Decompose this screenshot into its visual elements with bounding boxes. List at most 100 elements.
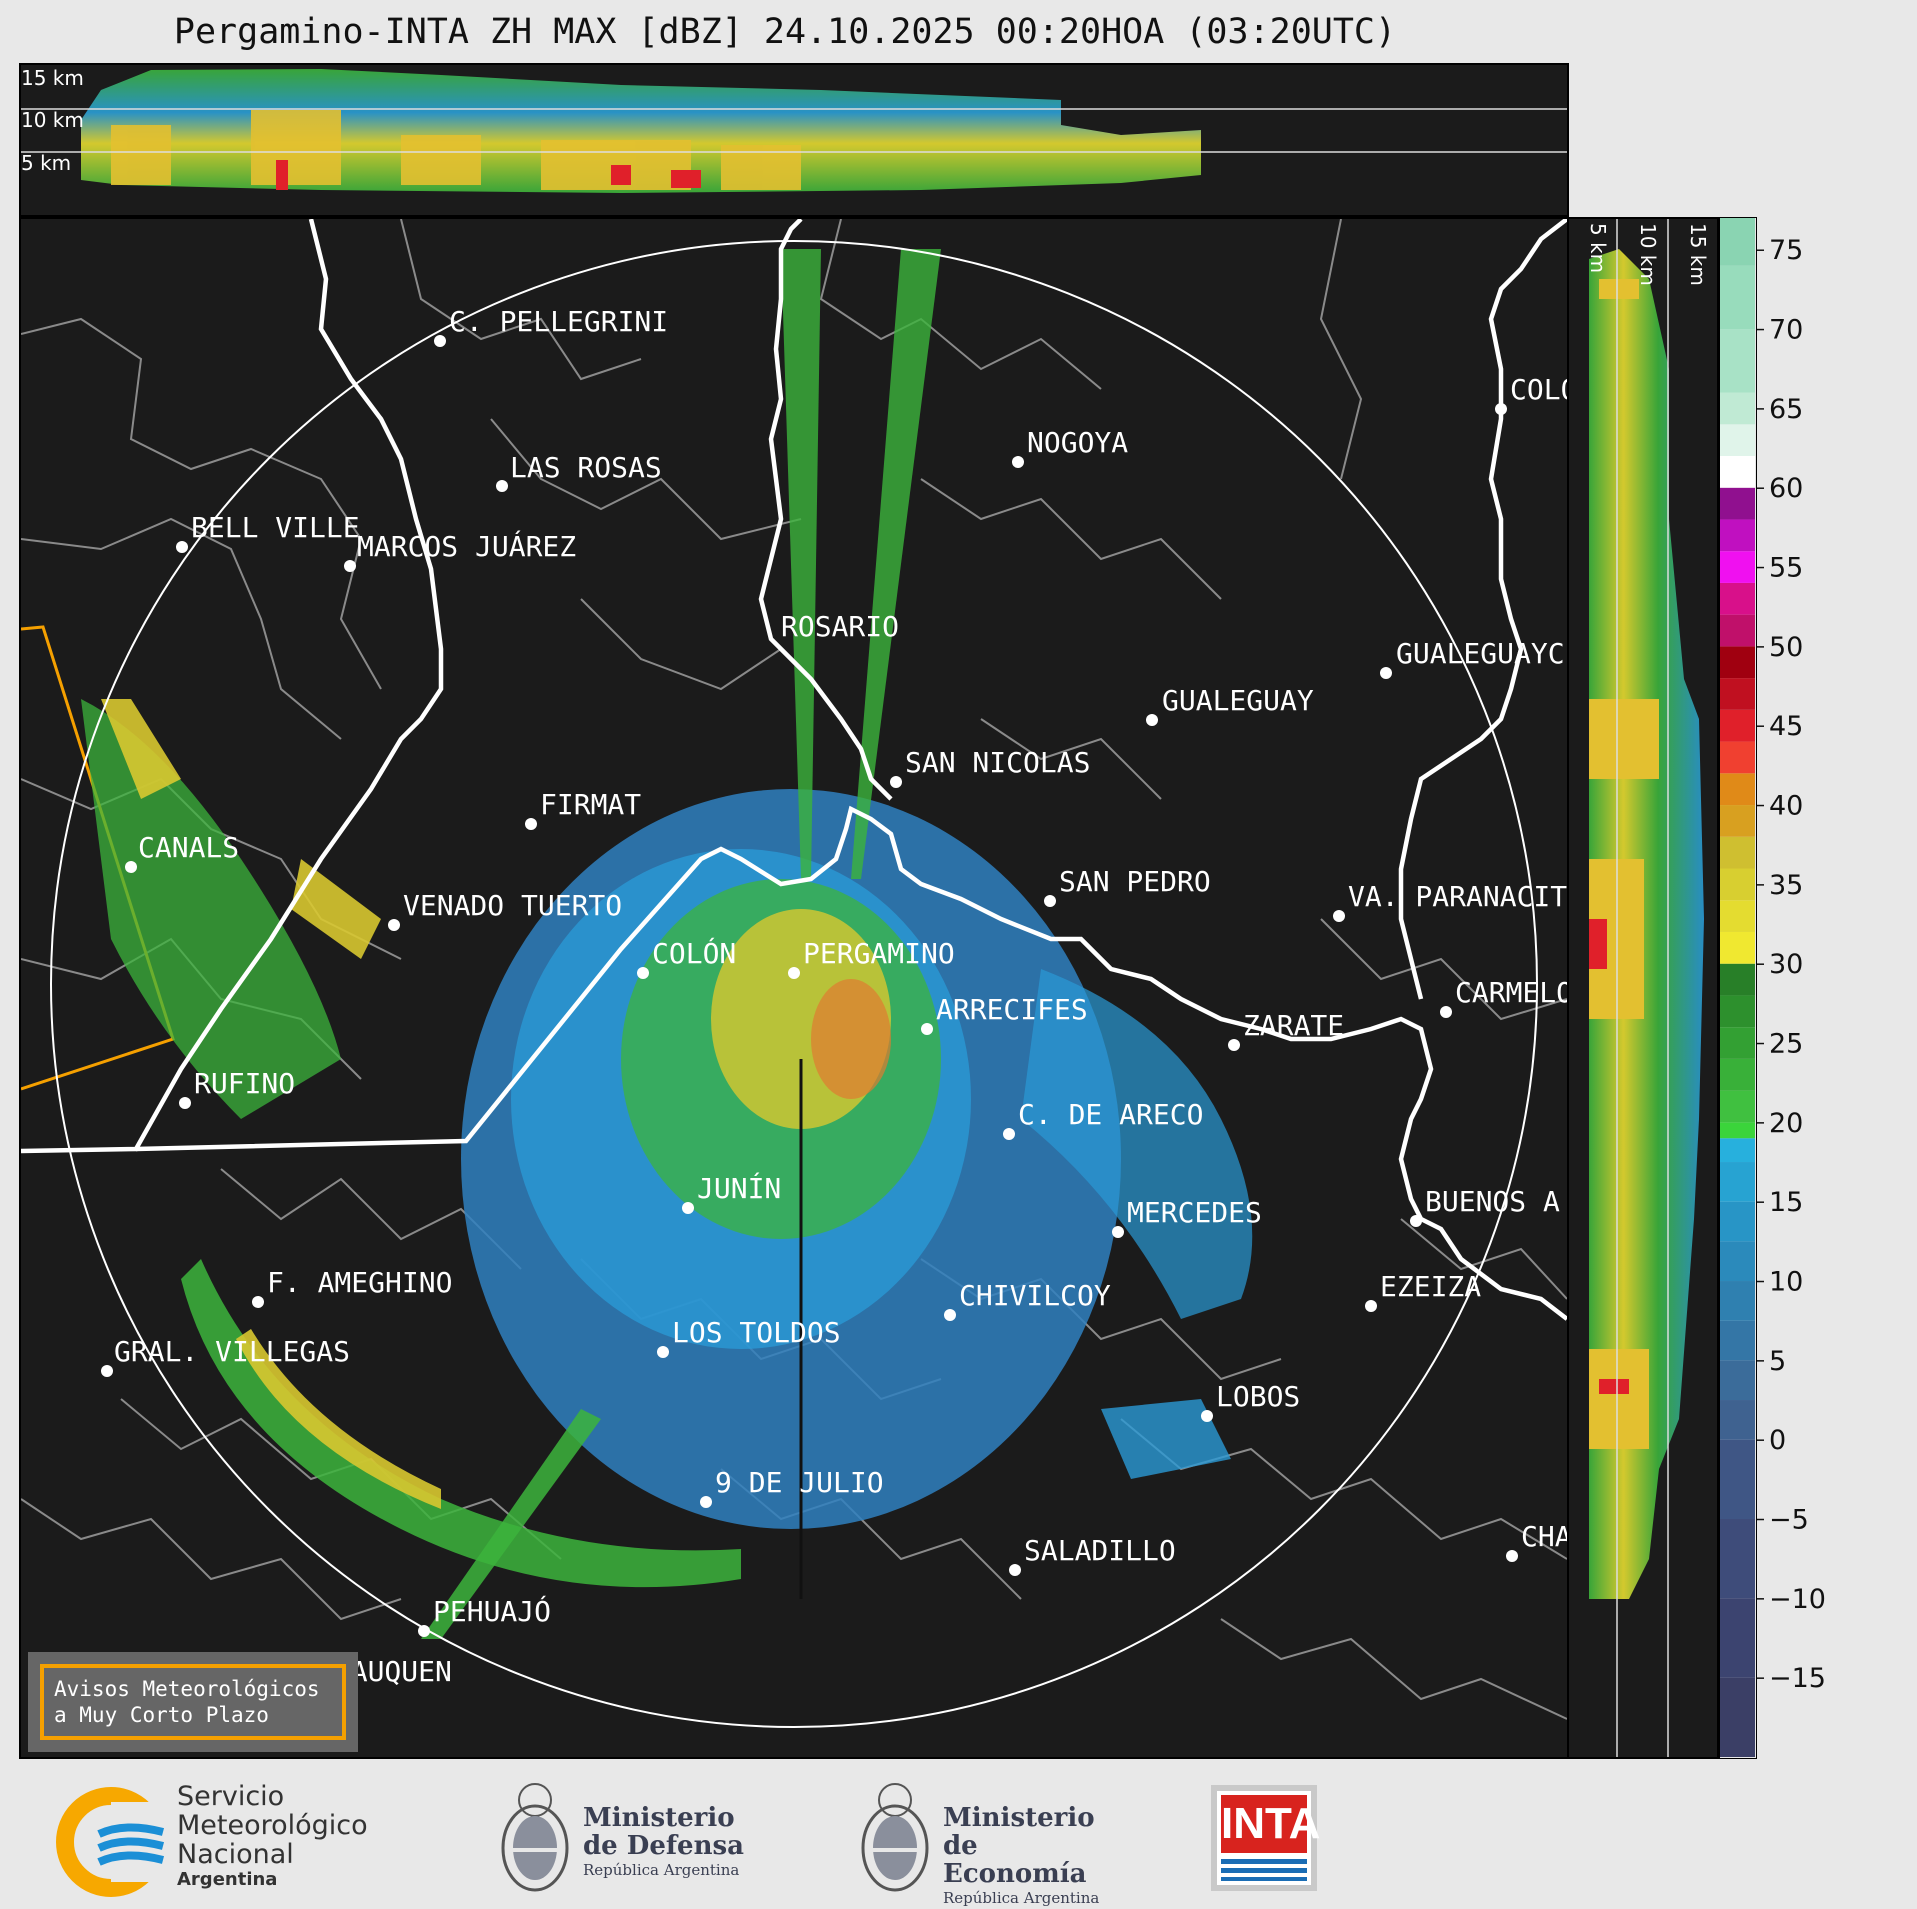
city-cha[interactable]: CHA — [1506, 1520, 1567, 1562]
warning-notice-box[interactable]: Avisos Meteorológicos a Muy Corto Plazo — [28, 1652, 358, 1752]
city-san-pedro[interactable]: SAN PEDRO — [1044, 865, 1211, 907]
city-colon[interactable]: COLÓN — [637, 936, 736, 979]
city-junin[interactable]: JUNÍN — [682, 1171, 781, 1214]
ministerio-economia-logo: Ministerio de Economía República Argenti… — [855, 1770, 1125, 1909]
city-marcos-juarez[interactable]: MARCOS JUÁREZ — [344, 529, 576, 572]
coat-of-arms-icon — [501, 1783, 569, 1892]
inta-logo: INTA — [1211, 1770, 1320, 1909]
colorbar-tick-label: 75 — [1769, 235, 1803, 266]
svg-text:LOBOS: LOBOS — [1216, 1380, 1300, 1413]
city-ezeiza[interactable]: EZEIZA — [1365, 1270, 1481, 1312]
top-cross-section-panel: 15 km 10 km 5 km — [19, 63, 1569, 217]
city-va-paranacit[interactable]: VA. PARANACIT — [1333, 880, 1567, 922]
svg-text:C. PELLEGRINI: C. PELLEGRINI — [449, 305, 668, 338]
city-san-nicolas[interactable]: SAN NICOLAS — [890, 746, 1090, 788]
city-lobos[interactable]: LOBOS — [1201, 1380, 1300, 1422]
city-gualeguayc[interactable]: GUALEGUAYC — [1380, 637, 1565, 679]
svg-text:CANALS: CANALS — [138, 831, 239, 864]
colorbar-tick-label: −5 — [1769, 1505, 1809, 1536]
city-f-ameghino[interactable]: F. AMEGHINO — [252, 1266, 452, 1308]
svg-text:C. DE ARECO: C. DE ARECO — [1018, 1098, 1203, 1131]
colorbar-tick-label: 15 — [1769, 1187, 1803, 1218]
ministerio-defensa-logo: Ministerio de Defensa República Argentin… — [495, 1770, 755, 1909]
city-venado-tuerto[interactable]: VENADO TUERTO — [388, 889, 622, 931]
city-zarate[interactable]: ZARATE — [1228, 1009, 1344, 1051]
svg-text:ROSARIO: ROSARIO — [781, 610, 899, 643]
range-ring — [50, 240, 1538, 1728]
colorbar-tick-label: 50 — [1769, 632, 1803, 663]
svg-text:VA. PARANACIT: VA. PARANACIT — [1348, 880, 1567, 913]
svg-text:FIRMAT: FIRMAT — [540, 788, 641, 821]
warning-line-1: Avisos Meteorológicos — [54, 1677, 320, 1701]
city-c-de-areco[interactable]: C. DE ARECO — [1003, 1098, 1203, 1140]
top-alt-label-5: 5 km — [21, 151, 71, 175]
city-bell-ville[interactable]: BELL VILLE — [176, 511, 360, 553]
city-las-rosas[interactable]: LAS ROSAS — [496, 451, 662, 492]
svg-text:SALADILLO: SALADILLO — [1024, 1534, 1176, 1567]
city-chivilcoy[interactable]: CHIVILCOY — [944, 1279, 1111, 1321]
colorbar-tick-label: 5 — [1769, 1346, 1786, 1377]
colorbar-ticks: 75 70 65 60 55 50 45 40 35 30 25 20 15 10 5 0 −5 −10 −15 — [1757, 217, 1857, 1759]
city-pergamino[interactable]: PERGAMINO — [788, 937, 955, 979]
side-alt-label-15: 15 km — [1686, 223, 1710, 286]
city-firmat[interactable]: FIRMAT — [525, 788, 641, 830]
svg-text:PEHUAJÓ: PEHUAJÓ — [433, 1594, 551, 1628]
svg-text:MARCOS JUÁREZ: MARCOS JUÁREZ — [357, 529, 576, 563]
svg-text:9 DE JULIO: 9 DE JULIO — [715, 1466, 884, 1499]
colorbar-tick-label: −15 — [1769, 1663, 1826, 1694]
svg-text:F. AMEGHINO: F. AMEGHINO — [267, 1266, 452, 1299]
province-boundaries — [21, 219, 1567, 1321]
svg-text:LAS ROSAS: LAS ROSAS — [510, 451, 662, 484]
city-carmelo[interactable]: CARMELO — [1440, 976, 1567, 1018]
colorbar-tick-label: 25 — [1769, 1029, 1803, 1060]
side-alt-label-5: 5 km — [1586, 223, 1610, 273]
svg-text:VENADO TUERTO: VENADO TUERTO — [403, 889, 622, 922]
side-alt-label-10: 10 km — [1636, 223, 1660, 286]
city-c-pellegrini[interactable]: C. PELLEGRINI — [434, 305, 668, 347]
radar-echoes — [81, 249, 1253, 1639]
svg-text:GUALEGUAY: GUALEGUAY — [1162, 684, 1314, 717]
city-saladillo[interactable]: SALADILLO — [1009, 1534, 1176, 1576]
svg-text:BUENOS A: BUENOS A — [1425, 1185, 1560, 1218]
svg-text:SAN NICOLAS: SAN NICOLAS — [905, 746, 1090, 779]
svg-text:NOGOYA: NOGOYA — [1027, 426, 1128, 459]
city-nogoya[interactable]: NOGOYA — [1012, 426, 1128, 468]
colorbar-tick-label: 35 — [1769, 870, 1803, 901]
colorbar-tick-label: 30 — [1769, 949, 1803, 980]
city-9-de-julio[interactable]: 9 DE JULIO — [700, 1466, 884, 1508]
svg-text:RUFINO: RUFINO — [194, 1067, 295, 1100]
city-rosario[interactable]: ROSARIO — [781, 610, 899, 643]
page-title: Pergamino-INTA ZH MAX [dBZ] 24.10.2025 0… — [173, 12, 1397, 52]
svg-text:LOS TOLDOS: LOS TOLDOS — [672, 1316, 841, 1349]
city-markers: C. PELLEGRINI LAS ROSAS NOGOYA COLO BELL… — [101, 305, 1567, 1688]
colorbar-tick-label: 70 — [1769, 315, 1803, 346]
city-buenos-aires[interactable]: BUENOS A — [1410, 1185, 1560, 1227]
side-cross-section-panel: 5 km 10 km 15 km — [1569, 217, 1719, 1759]
svg-text:COLÓN: COLÓN — [652, 936, 736, 970]
city-pehuajo[interactable]: PEHUAJÓ — [418, 1594, 551, 1637]
svg-text:CHIVILCOY: CHIVILCOY — [959, 1279, 1111, 1312]
city-gral-villegas[interactable]: GRAL. VILLEGAS — [101, 1335, 350, 1377]
city-canals[interactable]: CANALS — [125, 831, 239, 873]
colorbar-tick-label: 20 — [1769, 1108, 1803, 1139]
svg-text:CARMELO: CARMELO — [1455, 976, 1567, 1009]
city-los-toldos[interactable]: LOS TOLDOS — [657, 1316, 841, 1358]
svg-text:PERGAMINO: PERGAMINO — [803, 937, 955, 970]
colorbar-tick-label: 60 — [1769, 473, 1803, 504]
city-gualeguay[interactable]: GUALEGUAY — [1146, 684, 1314, 726]
smn-emblem-icon — [56, 1787, 171, 1897]
svg-text:MERCEDES: MERCEDES — [1127, 1196, 1262, 1229]
svg-text:EZEIZA: EZEIZA — [1380, 1270, 1481, 1303]
city-arrecifes[interactable]: ARRECIFES — [921, 993, 1088, 1035]
warning-line-2: a Muy Corto Plazo — [54, 1703, 269, 1727]
coat-of-arms-icon — [861, 1783, 929, 1892]
city-rufino[interactable]: RUFINO — [179, 1067, 295, 1109]
city-mercedes[interactable]: MERCEDES — [1112, 1196, 1262, 1238]
footer-logos: Servicio Meteorológico Nacional Argentin… — [0, 1770, 1917, 1909]
svg-text:SAN PEDRO: SAN PEDRO — [1059, 865, 1211, 898]
svg-text:COLO: COLO — [1510, 373, 1567, 406]
svg-text:BELL VILLE: BELL VILLE — [191, 511, 360, 544]
svg-text:ARRECIFES: ARRECIFES — [936, 993, 1088, 1026]
colorbar-tick-label: 55 — [1769, 553, 1803, 584]
city-colo[interactable]: COLO — [1495, 373, 1567, 415]
